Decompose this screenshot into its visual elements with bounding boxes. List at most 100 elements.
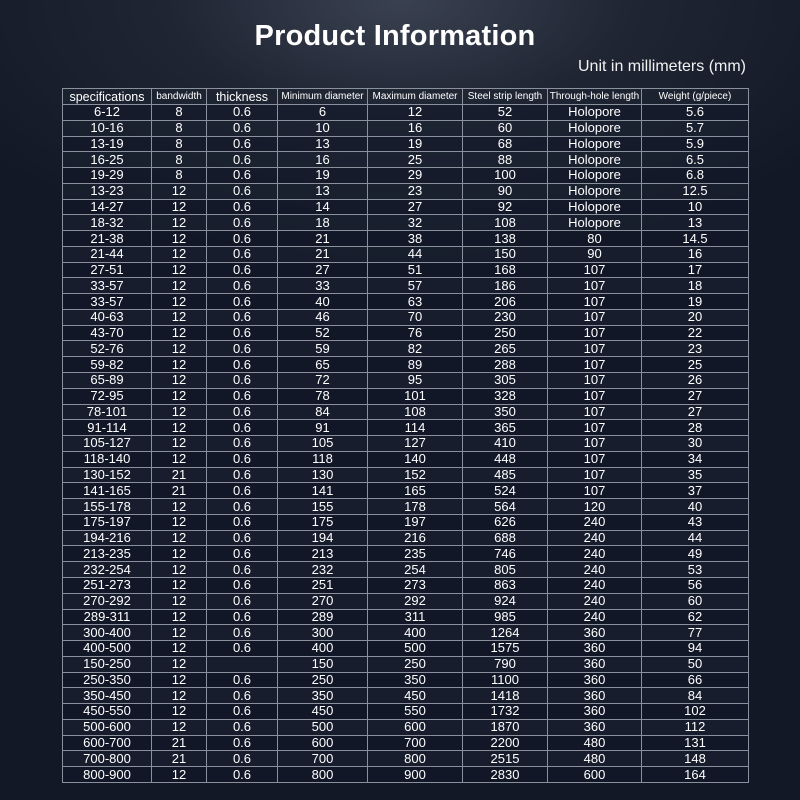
table-cell: 12.5 [641,182,749,200]
table-cell: 0.6 [206,324,278,342]
table-cell: 23 [641,340,749,358]
table-cell: 6.8 [641,167,749,184]
table-row: 40-63 12 0.6 46 70 230 107 20 [62,308,749,326]
table-cell: 2515 [462,750,548,768]
table-cell: 72-95 [62,387,152,405]
table-cell: 800 [367,750,463,768]
table-cell: 2200 [462,734,548,752]
table-row: 150-250 12 150 250 790 360 50 [62,655,749,673]
table-cell: 400 [367,624,463,642]
table-cell: 12 [151,372,207,389]
table-cell: 60 [462,119,548,137]
table-cell: 107 [547,450,642,468]
table-cell: 19 [367,135,463,153]
table-cell: 0.6 [206,230,278,247]
table-cell: 746 [462,545,548,563]
table-cell: 0.6 [206,466,278,484]
table-cell: 59 [277,340,368,358]
table-row: 72-95 12 0.6 78 101 328 107 27 [62,387,749,405]
table-row: 600-700 21 0.6 600 700 2200 480 131 [62,734,749,752]
table-cell: 107 [547,293,642,310]
table-cell: 300 [277,624,368,642]
table-cell: 1100 [462,671,548,689]
table-cell: 350 [462,403,548,421]
table-cell: 12 [151,703,207,720]
table-cell: 985 [462,608,548,626]
table-row: 33-57 12 0.6 33 57 186 107 18 [62,277,749,295]
table-cell: 26 [641,372,749,389]
table-cell: 400 [277,640,368,657]
table-cell: 107 [547,403,642,421]
table-cell: 12 [151,340,207,358]
column-header: bandwidth [151,88,207,105]
table-row: 78-101 12 0.6 84 108 350 107 27 [62,403,749,421]
table-cell: 29 [367,167,463,184]
table-cell: 17 [641,261,749,279]
table-cell: 59-82 [62,356,152,374]
table-cell: 485 [462,466,548,484]
table-cell: 0.6 [206,703,278,720]
table-row: 175-197 12 0.6 175 197 626 240 43 [62,513,749,531]
table-cell: 12 [151,766,207,783]
table-cell: 148 [641,750,749,768]
table-cell: 311 [367,608,463,626]
table-cell: 924 [462,592,548,610]
table-cell: 43 [641,513,749,531]
table-cell: 12 [151,640,207,657]
table-cell: 12 [151,293,207,310]
table-cell: 28 [641,419,749,437]
table-cell: Holopore [547,104,642,121]
table-cell: 12 [151,230,207,247]
table-cell: 232 [277,561,368,578]
table-cell: 250 [277,671,368,689]
table-cell: 360 [547,671,642,689]
table-cell: 250 [367,655,463,673]
table-cell: 240 [547,529,642,547]
table-row: 250-350 12 0.6 250 350 1100 360 66 [62,671,749,689]
table-cell: 5.7 [641,119,749,137]
table-cell: Holopore [547,151,642,169]
table-cell: 12 [151,182,207,200]
table-cell: 250 [462,324,548,342]
table-cell: 0.6 [206,245,278,263]
table-cell: 273 [367,576,463,594]
table-cell: 194-216 [62,529,152,547]
table-cell: 2830 [462,766,548,783]
table-cell: 448 [462,450,548,468]
table-cell: 140 [367,450,463,468]
table-cell: 688 [462,529,548,547]
table-cell: 107 [547,356,642,374]
table-cell: 102 [641,703,749,720]
table-cell: 108 [462,214,548,232]
table-cell: 0.6 [206,687,278,705]
table-cell: 235 [367,545,463,563]
table-row: 13-19 8 0.6 13 19 68 Holopore 5.9 [62,135,749,153]
table-cell: 12 [151,513,207,531]
table-cell: 10 [641,198,749,216]
table-cell: 6.5 [641,151,749,169]
table-cell: 12 [151,356,207,374]
table-row: 350-450 12 0.6 350 450 1418 360 84 [62,687,749,705]
table-cell: 14-27 [62,198,152,216]
table-cell: 105 [277,435,368,452]
table-cell: 66 [641,671,749,689]
product-table: specifications bandwidth thickness Minim… [62,88,749,783]
table-row: 400-500 12 0.6 400 500 1575 360 94 [62,640,749,657]
table-cell: 27 [641,387,749,405]
table-cell: 30 [641,435,749,452]
table-row: 65-89 12 0.6 72 95 305 107 26 [62,372,749,389]
table-row: 91-114 12 0.6 91 114 365 107 28 [62,419,749,437]
table-cell: 130-152 [62,466,152,484]
table-cell: Holopore [547,214,642,232]
table-row: 500-600 12 0.6 500 600 1870 360 112 [62,718,749,736]
table-cell: 18-32 [62,214,152,232]
table-cell: 8 [151,119,207,137]
table-cell: 251 [277,576,368,594]
table-cell: 107 [547,308,642,326]
table-cell: 18 [641,277,749,295]
table-row: 10-16 8 0.6 10 16 60 Holopore 5.7 [62,119,749,137]
table-cell: 168 [462,261,548,279]
table-row: 21-38 12 0.6 21 38 138 80 14.5 [62,230,749,247]
table-cell: 480 [547,734,642,752]
table-cell: 240 [547,513,642,531]
